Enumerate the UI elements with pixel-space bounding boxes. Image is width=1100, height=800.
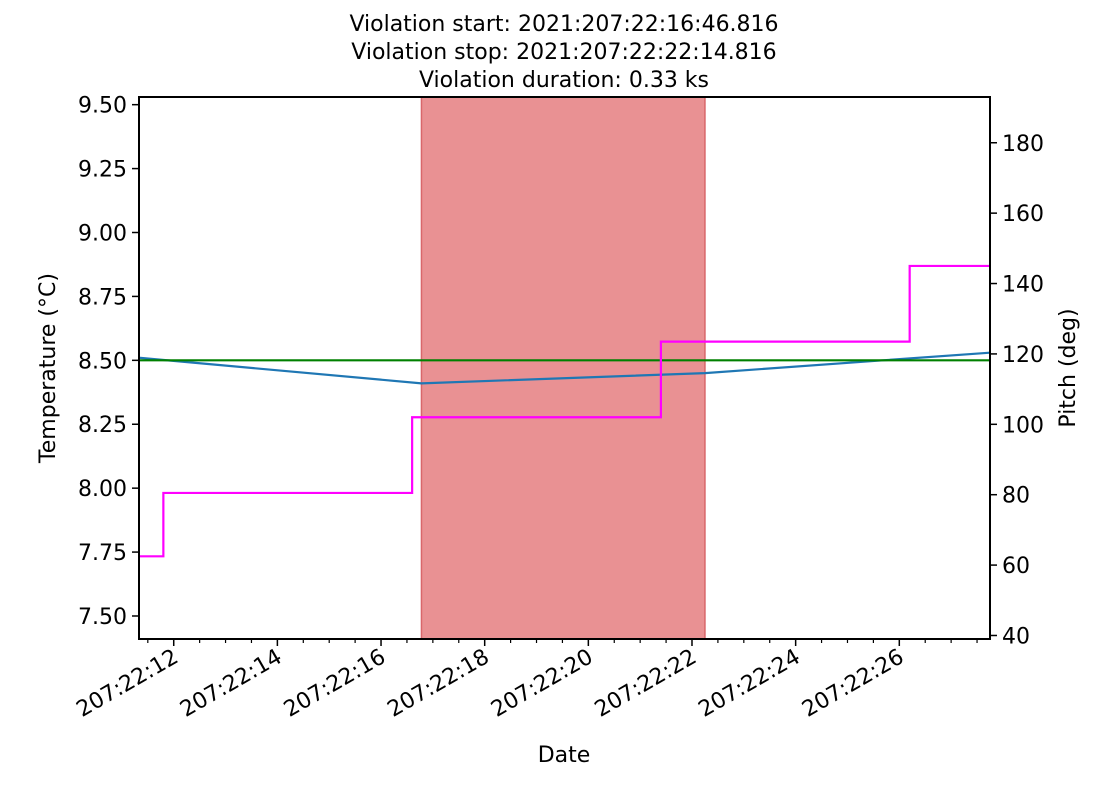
y-left-tick-label: 8.50 <box>78 349 127 374</box>
y-left-tick-label: 7.50 <box>78 605 127 630</box>
y-left-tick-label: 9.25 <box>78 158 127 183</box>
y-right-tick-label: 160 <box>1002 202 1044 227</box>
y-right-tick-label: 140 <box>1002 273 1044 298</box>
y-left-tick-label: 9.00 <box>78 222 127 247</box>
y-left-tick-label: 7.75 <box>78 541 127 566</box>
chart-title-line-3: Violation duration: 0.33 ks <box>419 68 709 93</box>
y-axis-left-label: Temperature (°C) <box>36 273 61 464</box>
x-axis-label: Date <box>538 743 591 768</box>
chart-title-line-2: Violation stop: 2021:207:22:22:14.816 <box>351 40 776 65</box>
y-left-tick-label: 8.25 <box>78 413 127 438</box>
y-left-tick-label: 8.75 <box>78 285 127 310</box>
y-left-tick-label: 8.00 <box>78 477 127 502</box>
violation-span <box>420 96 706 640</box>
y-left-tick-label: 9.50 <box>78 94 127 119</box>
y-right-tick-label: 60 <box>1002 554 1030 579</box>
plot-frame <box>138 96 991 640</box>
y-right-tick-label: 120 <box>1002 343 1044 368</box>
series-line-pitch <box>139 264 990 558</box>
y-right-tick-label: 180 <box>1002 132 1044 157</box>
chart-title-line-1: Violation start: 2021:207:22:16:46.816 <box>349 12 778 37</box>
y-right-tick-label: 40 <box>1002 624 1030 649</box>
y-axis-right-label: Pitch (deg) <box>1056 308 1081 427</box>
series-line-temperature <box>138 351 991 385</box>
y-right-tick-label: 100 <box>1002 413 1044 438</box>
y-right-tick-label: 80 <box>1002 484 1030 509</box>
